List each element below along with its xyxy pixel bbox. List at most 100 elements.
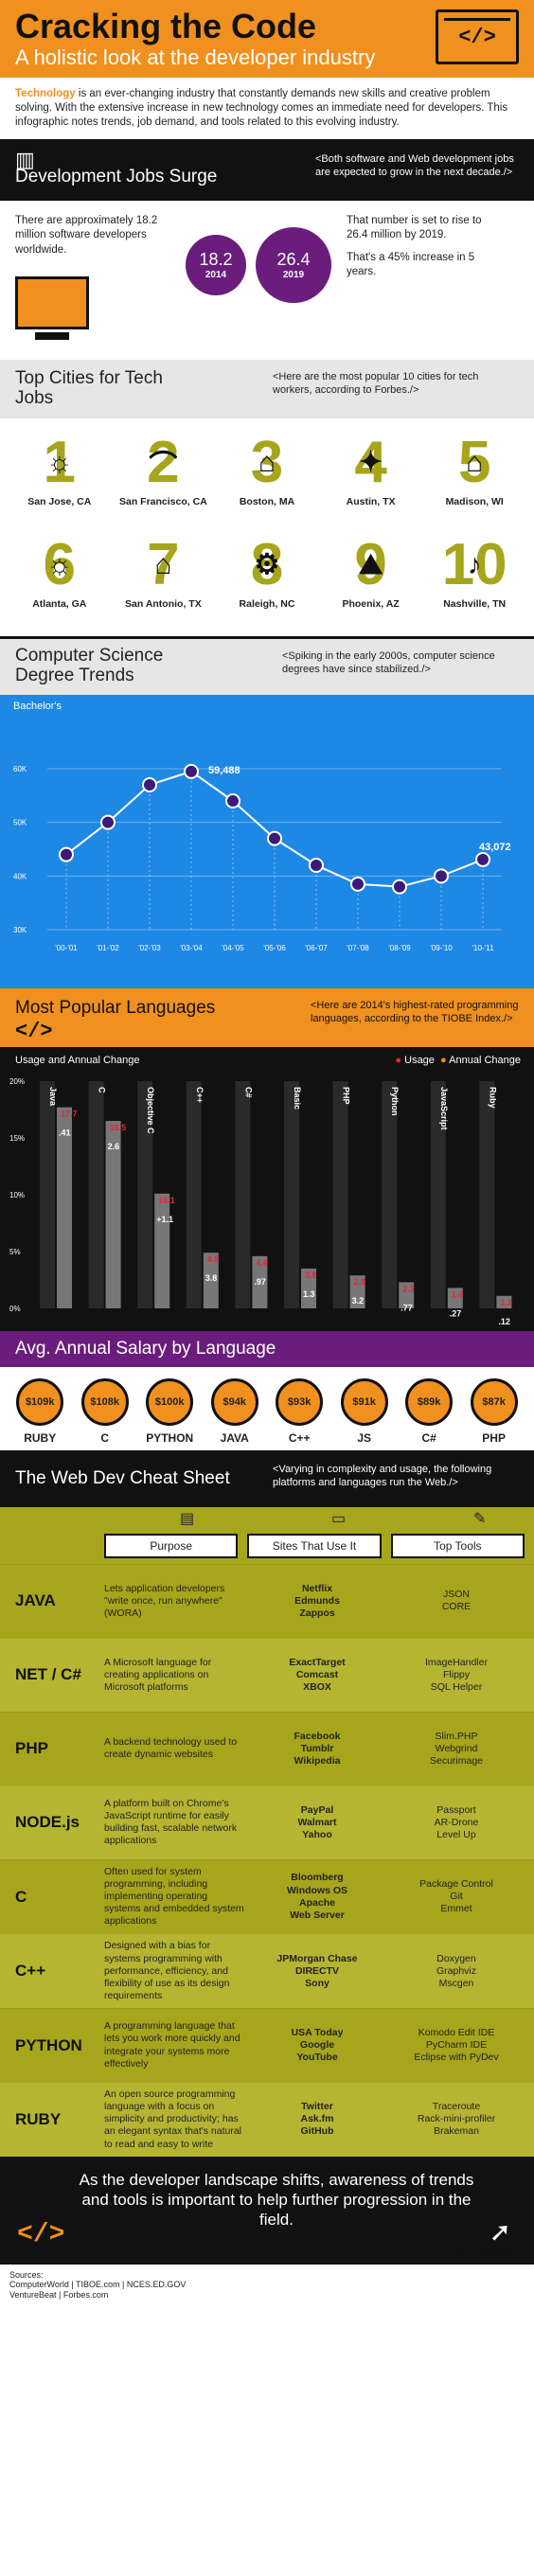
city-name: San Francisco, CA <box>119 495 207 507</box>
usage-bar <box>496 1295 512 1308</box>
x-tick: '08-'09 <box>388 944 411 952</box>
usage-label: 1.1 <box>500 1298 512 1307</box>
landmark-icon: ✦ <box>359 447 383 479</box>
usage-label: 17.7 <box>61 1109 78 1118</box>
row-sites: ExactTarget Comcast XBOX <box>289 1656 346 1693</box>
city-item: 2 ⌒ San Francisco, CA <box>112 430 216 526</box>
row-lang: RUBY <box>15 2109 62 2128</box>
usage-bar <box>349 1275 365 1308</box>
legend-change: Annual Change <box>449 1054 521 1066</box>
usage-bar <box>447 1288 463 1308</box>
x-tick: '06-'07 <box>305 944 328 952</box>
city-item: 1 ☼ San Jose, CA <box>8 430 112 526</box>
y-tick: 0% <box>9 1305 21 1313</box>
cheat-sheet: ▤ ▭ ✎ Purpose Sites That Use It Top Tool… <box>0 1506 534 2157</box>
series-line <box>65 770 484 888</box>
city-rank: 6 <box>43 531 77 597</box>
row-tools: Komodo Edit IDE PyCharm IDE Eclipse with… <box>414 2026 499 2064</box>
city-icon: 2 ⌒ <box>112 430 216 496</box>
bar-track <box>88 1080 104 1308</box>
city-rank: 2 <box>147 429 180 495</box>
change-label: .27 <box>450 1308 462 1318</box>
stat-value: 18.2 <box>199 249 233 269</box>
row-tools: Package Control Git Emmet <box>419 1877 493 1915</box>
x-tick: '04-'05 <box>222 944 244 952</box>
usage-bar <box>154 1193 170 1308</box>
langs-chart-area: Usage and Annual Change ● Usage ● Annual… <box>0 1046 534 1331</box>
city-icon: 6 ☼ <box>8 532 112 598</box>
city-icon: 8 ⚙ <box>215 532 319 598</box>
brand-logo: APPDYNAMICS <box>431 2243 525 2257</box>
sources-text: Sources: ComputerWorld | TIBOE.com | NCE… <box>9 2269 187 2301</box>
usage-label: 10.1 <box>158 1196 175 1205</box>
city-rank: 10 <box>441 531 507 597</box>
langs-quote: <Here are 2014's highest-rated programmi… <box>311 999 519 1024</box>
cheat-header: The Web Dev Cheat Sheet <Varying in comp… <box>0 1449 534 1507</box>
city-name: Austin, TX <box>346 495 396 507</box>
x-tick: '01-'02 <box>97 944 119 952</box>
intro-text: is an ever-changing industry that consta… <box>15 88 508 128</box>
row-tools: Traceroute Rack-mini-profiler Brakeman <box>417 2101 496 2138</box>
change-label: .77 <box>400 1303 413 1312</box>
usage-label: 3.5 <box>305 1270 317 1280</box>
salary-value: $87k <box>470 1377 518 1426</box>
data-point <box>309 857 324 873</box>
col-purpose: Purpose <box>104 1533 239 1558</box>
city-item: 5 ⌂ Madison, WI <box>422 430 526 526</box>
change-label: .41 <box>59 1128 71 1137</box>
landmark-icon: ⌂ <box>466 446 484 478</box>
legend: ● Usage ● Annual Change <box>395 1055 521 1066</box>
langs-sub: Usage and Annual Change <box>15 1054 140 1066</box>
usage-label: 2.9 <box>354 1277 366 1287</box>
data-point <box>434 868 449 884</box>
salary-lang: C++ <box>288 1430 311 1445</box>
page-subtitle: A holistic look at the developer industr… <box>15 45 376 69</box>
row-sites: PayPal Walmart Yahoo <box>297 1803 337 1840</box>
landmark-icon: ⌒ <box>149 450 178 482</box>
code-icon: </> <box>17 2219 65 2249</box>
cs-header: Computer Science Degree Trends <Spiking … <box>0 635 534 695</box>
stat-year: 2019 <box>282 269 305 280</box>
city-item: 8 ⚙ Raleigh, NC <box>215 532 319 629</box>
row-purpose: A Microsoft language for creating applic… <box>104 1656 212 1693</box>
landmark-icon: ⛰ <box>358 548 383 580</box>
data-point <box>267 830 282 846</box>
y-tick: 30K <box>13 926 27 934</box>
city-name: Atlanta, GA <box>32 597 87 610</box>
city-item: 9 ⛰ Phoenix, AZ <box>319 532 423 629</box>
salary-value: $108k <box>80 1377 129 1426</box>
header: Cracking the Code A holistic look at the… <box>0 0 534 78</box>
data-point <box>142 776 157 792</box>
row-purpose: Lets application developers "write once,… <box>104 1582 225 1619</box>
category-label: Objective C <box>146 1087 155 1134</box>
bar-track <box>479 1080 495 1308</box>
cheat-title: The Web Dev Cheat Sheet <box>15 1467 230 1488</box>
intro: Technology is an ever-changing industry … <box>0 78 534 142</box>
bar-track <box>40 1080 55 1308</box>
cheat-row: C++ Designed with a bias for systems prog… <box>0 1933 534 2009</box>
row-lang: C++ <box>15 1962 46 1981</box>
salary-value: $109k <box>16 1377 64 1426</box>
y-tick: 5% <box>9 1248 21 1256</box>
jobs-right-text: That number is set to rise to 26.4 milli… <box>347 214 482 241</box>
book-icon: ▤ <box>180 1510 195 1527</box>
x-tick: '09-'10 <box>430 944 453 952</box>
cheat-row: RUBY An open source programming language … <box>0 2082 534 2157</box>
x-tick: '00-'01 <box>55 944 78 952</box>
change-label: .12 <box>498 1317 510 1326</box>
usage-bar <box>105 1120 121 1308</box>
col-tools: Top Tools <box>390 1533 525 1558</box>
row-sites: USA Today Google YouTube <box>291 2026 344 2064</box>
bar-track <box>382 1080 398 1308</box>
legend-usage-dot: ● <box>395 1054 402 1066</box>
intro-lead: Technology <box>15 88 76 99</box>
usage-bar <box>301 1268 316 1308</box>
cs-degree-chart: Bachelor's 30K 40K 50K 60K '00-'01 '01-'02 '02… <box>0 694 534 988</box>
browser-icon: ▭ <box>331 1510 347 1527</box>
salary-lang: RUBY <box>24 1430 57 1445</box>
cheat-row: NET / C# A Microsoft language for creatin… <box>0 1637 534 1712</box>
jobs-quote: <Both software and Web development jobs … <box>315 152 514 178</box>
category-label: C <box>98 1087 107 1093</box>
city-icon: 4 ✦ <box>319 430 423 496</box>
city-name: San Jose, CA <box>27 495 92 507</box>
